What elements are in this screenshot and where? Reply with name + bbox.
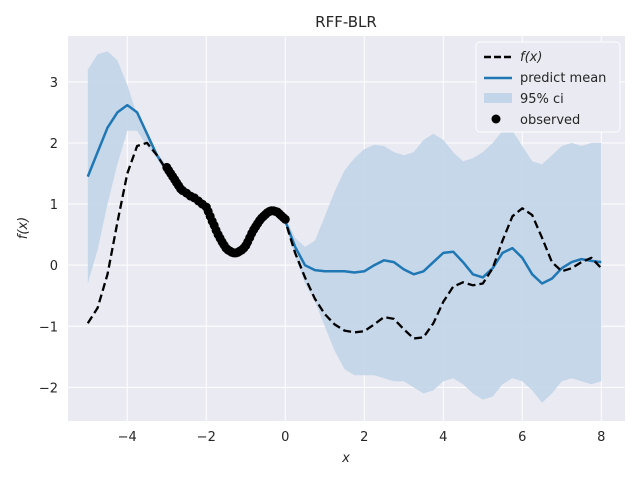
y-tick-label: 0 [50, 259, 58, 274]
legend-label-truth: f(x) [520, 50, 542, 65]
legend-observed-swatch [491, 114, 501, 124]
x-tick-label: 4 [439, 430, 447, 445]
y-tick-label: 1 [50, 198, 58, 213]
legend-ci-swatch [484, 93, 512, 103]
confidence-band-layer [87, 51, 602, 403]
ci-band [87, 51, 602, 403]
x-axis-label: x [341, 451, 350, 466]
y-tick-label: 3 [50, 76, 58, 91]
y-tick-label: −2 [39, 381, 58, 396]
chart-title: RFF-BLR [315, 13, 377, 31]
legend-label-mean: predict mean [520, 71, 606, 86]
x-tick-label: −2 [197, 430, 216, 445]
y-tick-label: −1 [39, 320, 58, 335]
observed-point [280, 214, 290, 224]
legend-label-observed: observed [520, 113, 580, 128]
x-tick-label: −4 [118, 430, 137, 445]
x-tick-label: 2 [360, 430, 368, 445]
x-tick-label: 0 [281, 430, 289, 445]
y-tick-label: 2 [50, 137, 58, 152]
legend: f(x) predict mean 95% ci observed [475, 41, 621, 133]
y-axis-label: f(x) [16, 217, 31, 239]
legend-label-ci: 95% ci [520, 92, 564, 107]
observed-points-layer [162, 162, 290, 258]
tick-labels: −4 −2 0 2 4 6 8 −2 −1 0 1 2 3 [39, 76, 606, 445]
x-tick-label: 6 [518, 430, 526, 445]
legend-box [475, 41, 621, 133]
x-tick-label: 8 [597, 430, 605, 445]
